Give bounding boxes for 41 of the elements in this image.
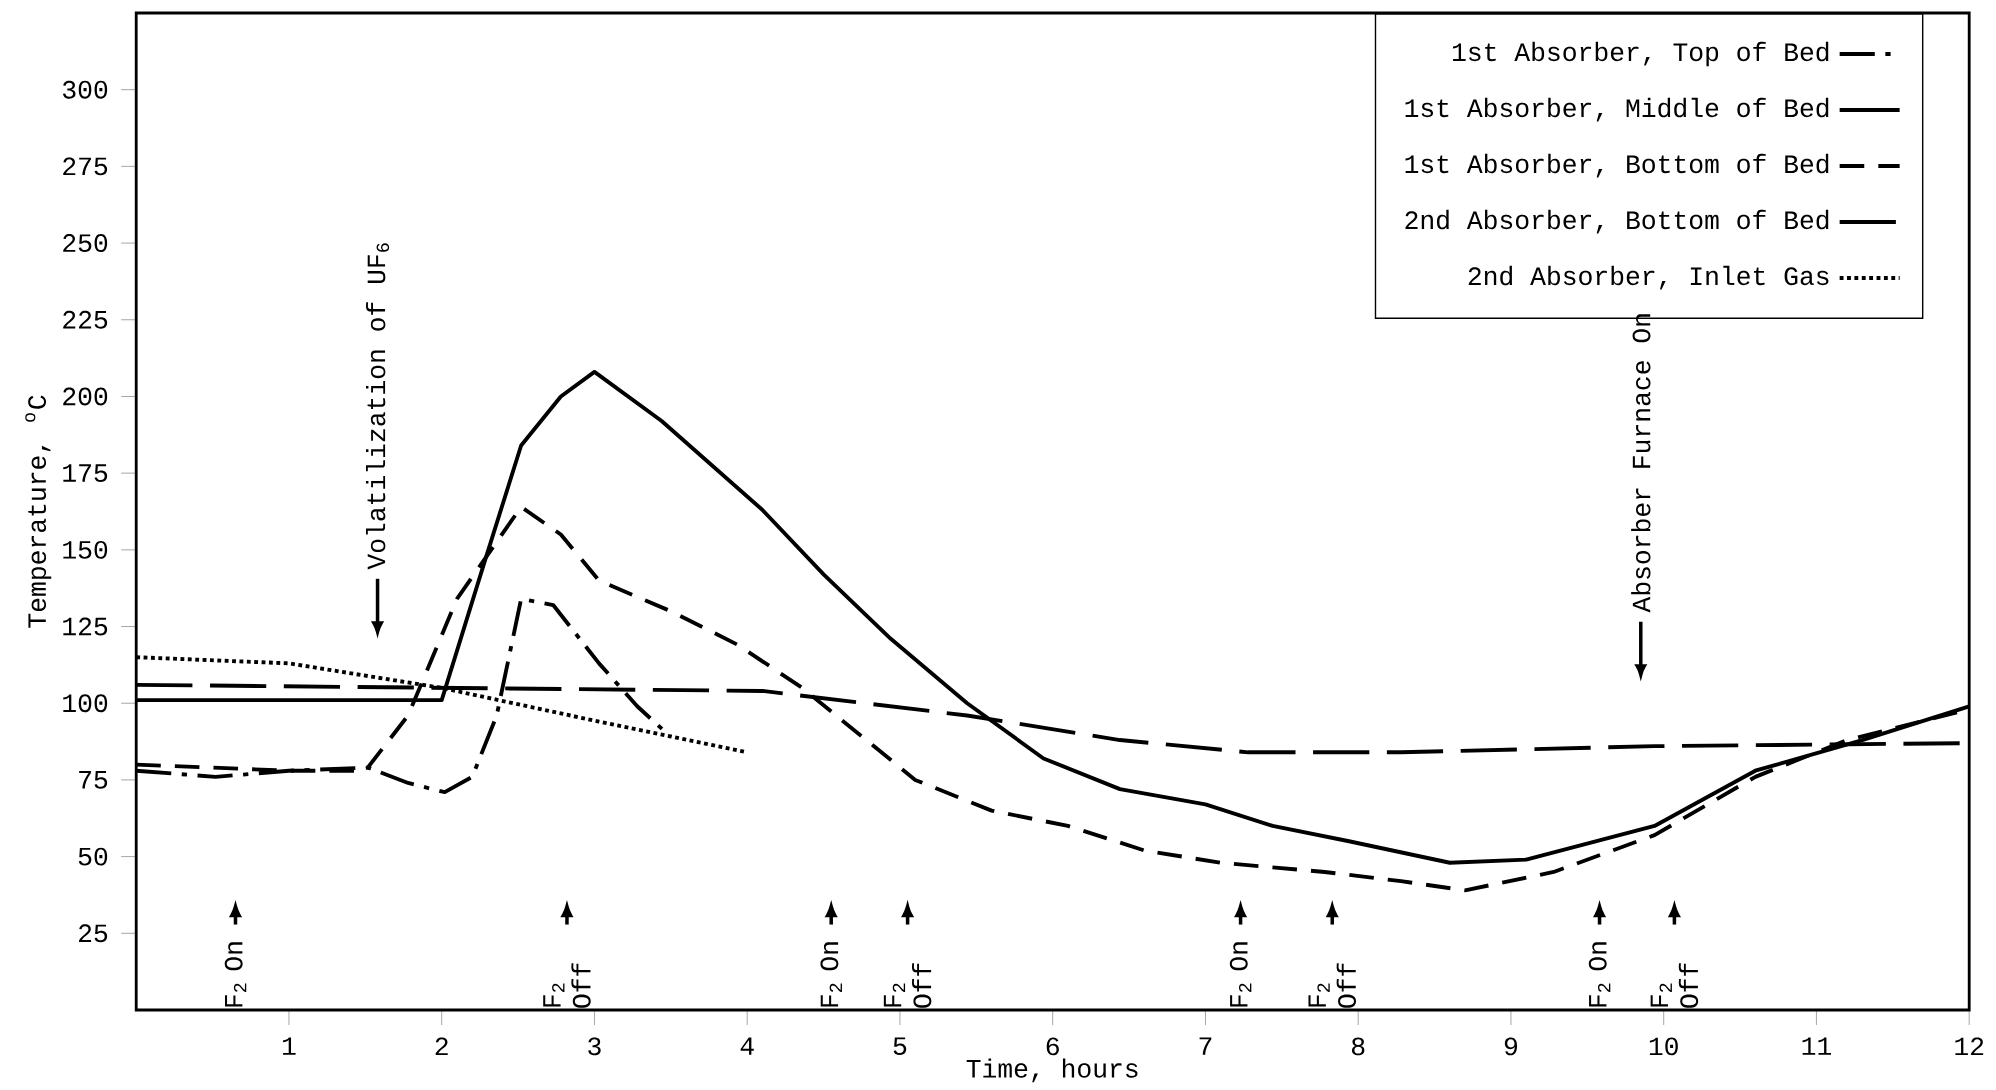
y-tick-label: 150 [63, 540, 108, 559]
annotation: F$_{2}$ Off [543, 963, 591, 1008]
x-tick-label: 6 [1046, 1037, 1059, 1056]
annotation: F$_{2}$ Off [1650, 963, 1699, 1008]
x-tick-label: 4 [740, 1037, 754, 1055]
legend-label: 1st Absorber, Bottom of Bed [1405, 153, 1829, 178]
x-tick-label: 11 [1802, 1037, 1831, 1055]
legend-label: 2nd Absorber, Inlet Gas [1468, 265, 1829, 290]
legend-label: 2nd Absorber, Bottom of Bed [1405, 209, 1829, 234]
annotation: F$_{2}$ Off [883, 963, 932, 1008]
x-tick-label: 5 [893, 1037, 907, 1056]
x-tick-label: 2 [435, 1037, 448, 1056]
annotation: F$_{2}$ On [1588, 942, 1611, 1007]
legend-label: 1st Absorber, Middle of Bed [1405, 97, 1829, 122]
x-tick-label: 8 [1352, 1037, 1365, 1056]
y-tick-label: 225 [63, 310, 108, 329]
y-axis-title: Temperature, $^{o}$C [25, 395, 52, 628]
y-tick-label: 275 [63, 157, 108, 176]
y-tick-label: 50 [78, 847, 108, 866]
x-tick-label: 3 [588, 1037, 601, 1056]
annotation: Absorber Furnace On [1631, 314, 1651, 613]
y-tick-label: 175 [63, 464, 108, 482]
x-tick-label: 1 [282, 1037, 296, 1055]
legend-label: 1st Absorber, Top of Bed [1452, 41, 1829, 67]
annotation: F$_{2}$ Off [1308, 963, 1356, 1008]
y-tick-label: 200 [63, 387, 108, 406]
y-tick-label: 250 [63, 234, 108, 253]
x-axis-title: Time, hours [966, 1058, 1138, 1083]
x-tick-label: 7 [1199, 1037, 1212, 1055]
x-tick-label: 10 [1649, 1037, 1678, 1056]
y-tick-label: 75 [79, 771, 108, 789]
y-tick-label: 300 [62, 80, 108, 99]
y-tick-label: 25 [79, 924, 108, 943]
annotation: F$_{2}$ On [820, 942, 842, 1007]
annotation: F$_{2}$ On [224, 942, 247, 1007]
y-tick-label: 125 [63, 617, 108, 636]
x-tick-label: 9 [1504, 1037, 1518, 1056]
y-tick-label: 100 [63, 694, 108, 713]
x-tick-label: 12 [1955, 1037, 1984, 1056]
annotation: Volatilization of UF$_{6}$ [366, 243, 390, 570]
annotation: F$_{2}$ On [1229, 942, 1252, 1007]
